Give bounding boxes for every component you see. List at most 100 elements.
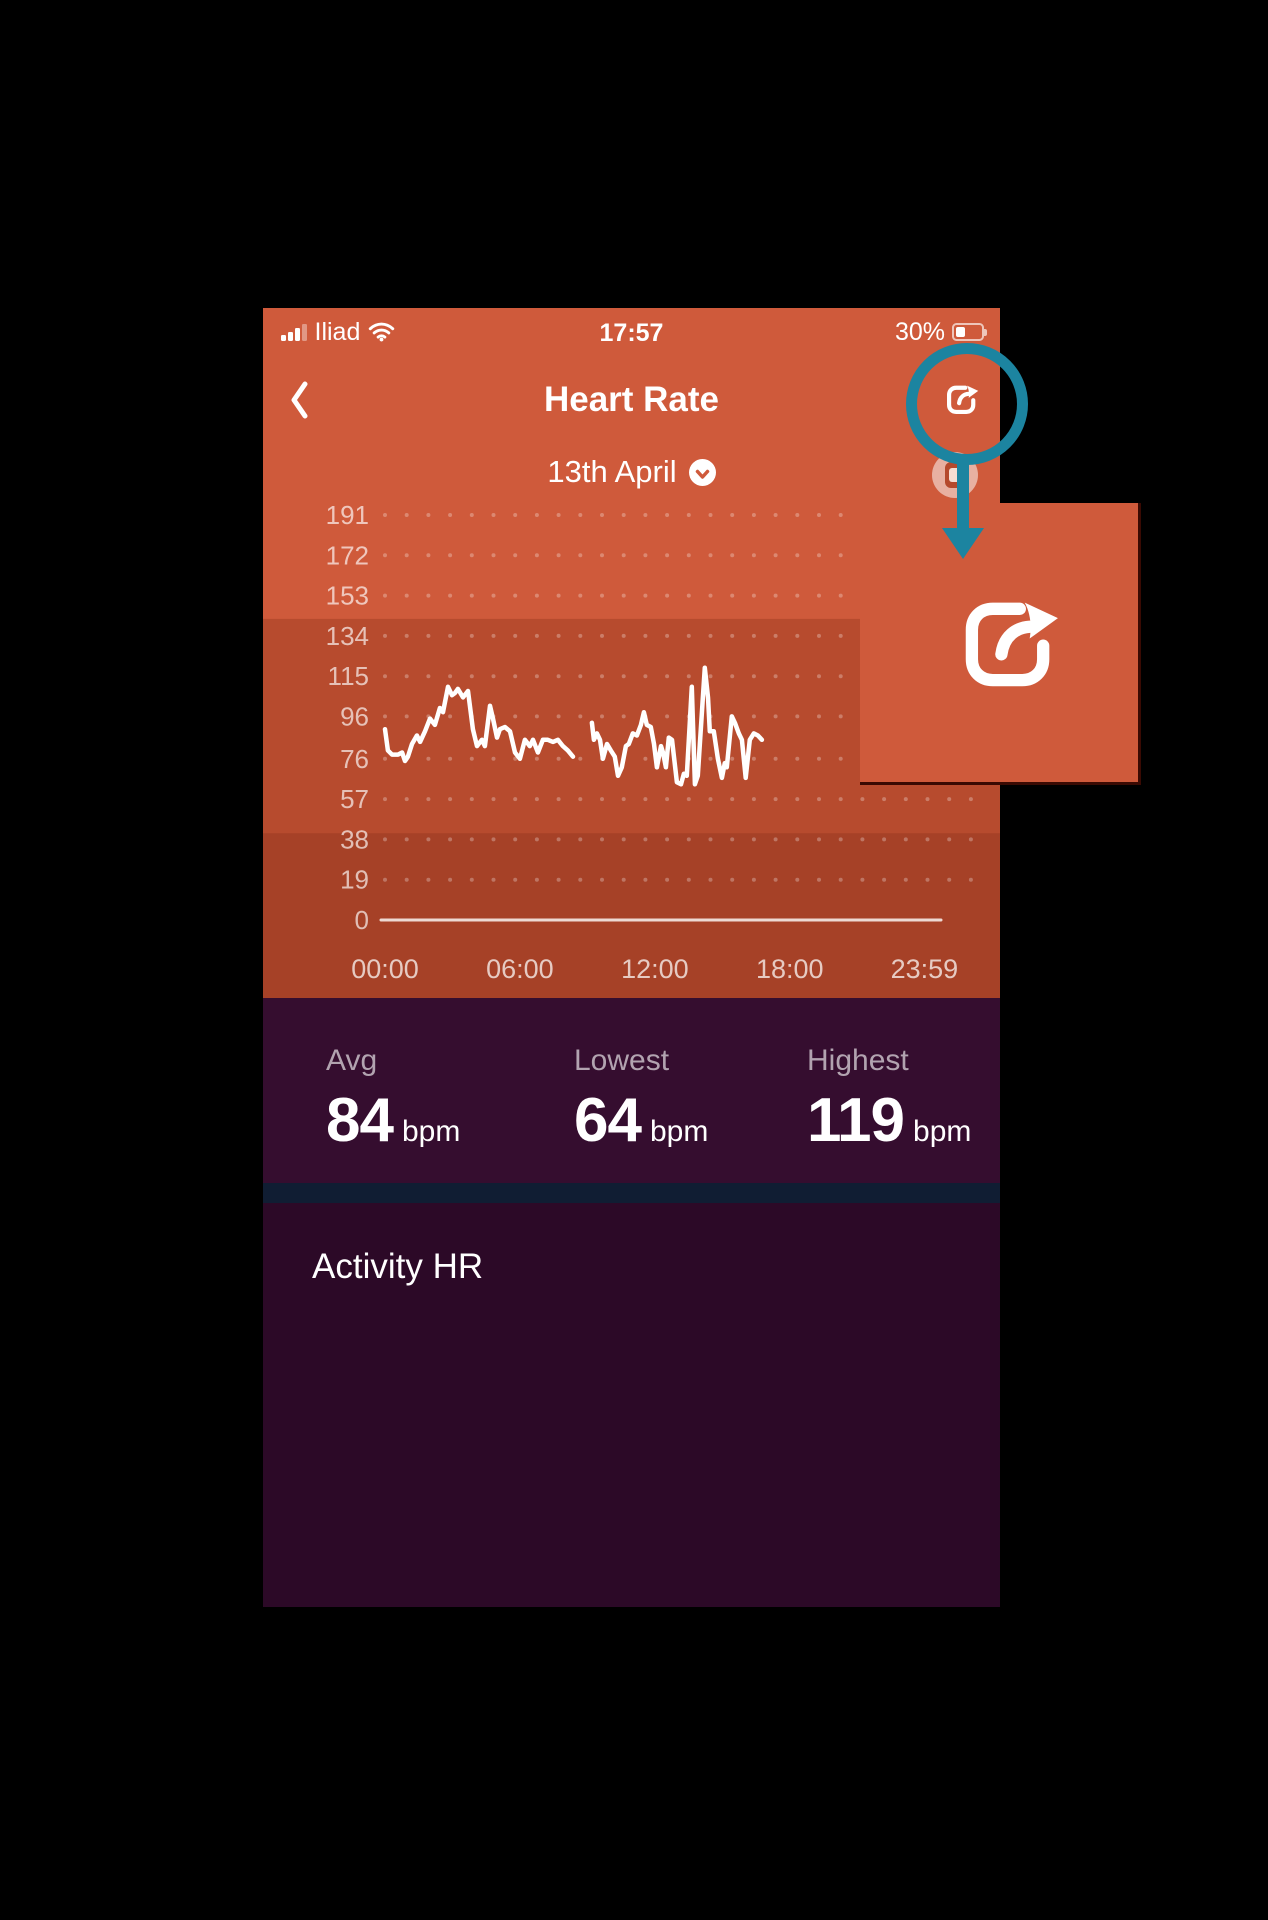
y-axis-tick: 153 <box>326 581 369 611</box>
status-left: Iliad <box>281 316 395 348</box>
grid-dot <box>448 513 453 517</box>
grid-dot <box>751 877 756 882</box>
grid-dot <box>838 837 843 842</box>
grid-dot <box>795 756 800 761</box>
grid-dot <box>469 513 474 517</box>
grid-dot <box>621 797 626 802</box>
y-axis-tick: 115 <box>328 661 369 691</box>
grid-dot <box>730 756 735 761</box>
grid-dot <box>578 593 583 598</box>
grid-dot <box>556 797 561 802</box>
grid-dot <box>795 674 800 679</box>
grid-dot <box>513 756 518 761</box>
heart-rate-segment-1 <box>382 684 576 764</box>
grid-dot <box>556 756 561 761</box>
grid-dot <box>730 513 735 517</box>
grid-dot <box>404 714 409 719</box>
grid-dot <box>838 877 843 882</box>
grid-dot <box>556 633 561 638</box>
grid-dot <box>621 553 626 558</box>
y-axis-tick: 134 <box>326 621 369 651</box>
grid-dot <box>513 797 518 802</box>
grid-dot <box>491 633 496 638</box>
grid-dot <box>686 553 691 558</box>
grid-dot <box>903 877 908 882</box>
grid-dot <box>730 593 735 598</box>
grid-dot <box>882 877 887 882</box>
grid-dot <box>469 797 474 802</box>
grid-dot <box>925 797 930 802</box>
grid-dot <box>773 674 778 679</box>
grid-dot <box>817 674 821 679</box>
grid-dot <box>773 877 778 882</box>
bpm-unit: bpm <box>649 1115 709 1148</box>
chevron-down-circle-icon <box>688 458 716 486</box>
heart-rate-segment-2 <box>589 665 765 787</box>
grid-dot <box>621 837 626 842</box>
grid-dot <box>578 633 583 638</box>
grid-dot <box>491 674 496 679</box>
grid-dot <box>708 553 713 558</box>
back-button[interactable] <box>289 380 309 420</box>
grid-dot <box>773 513 778 517</box>
grid-dot <box>513 633 518 638</box>
grid-dot <box>643 593 648 598</box>
grid-dot <box>708 877 713 882</box>
grid-dot <box>773 837 778 842</box>
grid-dot <box>383 633 387 638</box>
grid-dot <box>426 837 431 842</box>
grid-dot <box>534 714 539 719</box>
grid-dot <box>600 633 604 638</box>
grid-dot <box>448 756 453 761</box>
grid-dot <box>773 553 778 558</box>
grid-dot <box>426 633 431 638</box>
grid-dot <box>600 797 604 802</box>
carrier-label: Iliad <box>314 317 361 346</box>
grid-dot <box>448 837 453 842</box>
x-axis-tick: 23:59 <box>891 954 959 984</box>
grid-dot <box>426 674 431 679</box>
chevron-left-icon <box>291 381 308 419</box>
grid-dot <box>469 553 474 558</box>
highlight-circle <box>906 343 1028 465</box>
grid-dot <box>469 674 474 679</box>
grid-dot <box>665 674 670 679</box>
summary-stats-panel: Avg 84 bpm Lowest 64 bpm Highest 119 bpm <box>263 998 1000 1183</box>
grid-dot <box>600 593 604 598</box>
grid-dot <box>643 553 648 558</box>
grid-dot <box>469 837 474 842</box>
grid-dot <box>708 593 713 598</box>
grid-dot <box>469 877 474 882</box>
date-selector[interactable]: 13th April <box>263 454 1000 490</box>
grid-dot <box>838 593 843 598</box>
grid-dot <box>448 633 453 638</box>
grid-dot <box>708 797 713 802</box>
grid-dot <box>817 633 821 638</box>
y-axis-tick: 172 <box>326 540 369 570</box>
x-axis-tick: 18:00 <box>756 954 824 984</box>
grid-dot <box>751 553 756 558</box>
grid-dot <box>751 797 756 802</box>
grid-dot <box>383 674 387 679</box>
grid-dot <box>643 877 648 882</box>
grid-dot <box>404 877 409 882</box>
grid-dot <box>947 837 952 842</box>
grid-dot <box>730 633 735 638</box>
grid-dot <box>817 593 821 598</box>
grid-dot <box>513 674 518 679</box>
stat-value: 64 bpm <box>574 1090 708 1152</box>
grid-dot <box>383 553 387 558</box>
grid-dot <box>795 593 800 598</box>
grid-dot <box>534 633 539 638</box>
grid-dot <box>795 513 800 517</box>
bpm-unit: bpm <box>913 1115 972 1148</box>
grid-dot <box>643 513 648 517</box>
stat-label: Lowest <box>574 1044 670 1077</box>
grid-dot <box>383 714 387 719</box>
grid-dot <box>534 593 539 598</box>
grid-dot <box>383 513 387 517</box>
grid-dot <box>882 797 887 802</box>
stat-value: 119 bpm <box>807 1090 971 1152</box>
grid-dot <box>838 633 843 638</box>
grid-dot <box>817 756 821 761</box>
